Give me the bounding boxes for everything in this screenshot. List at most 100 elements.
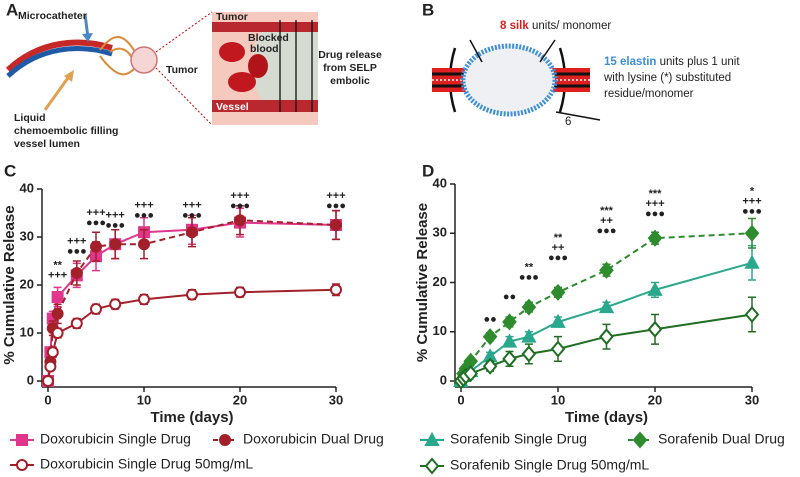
marker [647, 281, 663, 296]
marker [744, 305, 760, 324]
marker [501, 333, 518, 348]
marker [234, 214, 246, 227]
marker [647, 229, 663, 247]
legend-label: Doxorubicin Dual Drug [243, 431, 384, 447]
zoom-line [155, 11, 213, 126]
annotation: ●● [503, 291, 516, 303]
marker [16, 434, 28, 446]
annotation: ++ [552, 242, 565, 254]
pointer-arrow [43, 74, 72, 111]
annotation: +++ [182, 200, 201, 212]
label: from SELP [323, 62, 377, 74]
panel-letter: C [4, 161, 16, 180]
marker [51, 307, 64, 320]
vessel-wall [212, 100, 318, 112]
marker [46, 346, 59, 359]
annotation: +++ [86, 207, 105, 219]
annotation: ** [53, 260, 62, 272]
label: Tumor [166, 64, 198, 76]
legend-label: Sorafenib Single Drug 50mg/mL [450, 457, 649, 473]
blood-cell [219, 42, 245, 62]
y-tick-label: 0 [27, 372, 34, 387]
pointer-arrow [64, 70, 74, 82]
y-tick-label: 30 [433, 225, 447, 240]
marker [550, 340, 566, 358]
annotation: +++ [326, 190, 345, 202]
y-tick-label: 0 [440, 372, 447, 387]
marker [482, 357, 498, 375]
label: vessel lumen [14, 138, 80, 150]
x-axis-title: Time (days) [150, 409, 233, 426]
label: Vessel [216, 101, 249, 113]
marker [550, 283, 566, 301]
marker [599, 328, 614, 346]
elastin-loop [460, 43, 558, 117]
label: with lysine (*) substituted [603, 72, 731, 84]
y-tick-label: 40 [20, 180, 34, 195]
y-tick-label: 10 [20, 324, 34, 339]
annotation: +++ [230, 190, 249, 202]
y-tick-label: 30 [20, 228, 34, 243]
annotation: *** [600, 205, 614, 217]
label: Liquid [14, 112, 46, 124]
marker [502, 313, 517, 331]
panel-letter: B [422, 0, 434, 19]
annotation: +++ [645, 198, 664, 210]
x-tick-label: 10 [551, 392, 565, 407]
legend-label: Doxorubicin Single Drug [40, 431, 191, 447]
x-tick-label: 10 [137, 392, 151, 407]
label: units/ monomer [532, 20, 611, 32]
legend-label: Sorafenib Dual Drug [658, 431, 785, 447]
annotation: ++ [600, 215, 613, 227]
y-tick-label: 10 [433, 323, 447, 338]
catheter [5, 39, 113, 73]
annotation: ●●● [326, 200, 346, 212]
annotation: ●●● [519, 272, 539, 284]
legend-label: Doxorubicin Single Drug 50mg/mL [40, 456, 253, 472]
annotation: ** [525, 262, 534, 274]
marker [51, 291, 64, 303]
pointer-arrow [82, 33, 93, 42]
marker [521, 328, 537, 343]
y-tick-label: 20 [20, 276, 34, 291]
x-axis-title: Time (days) [565, 409, 648, 426]
marker [51, 327, 64, 339]
pointer [469, 39, 483, 63]
pointer [539, 39, 601, 121]
x-tick-label: 20 [233, 392, 247, 407]
blood-cell [248, 54, 268, 78]
marker [463, 365, 479, 383]
annotation: ●●● [134, 210, 154, 222]
x-tick-label: 0 [457, 392, 464, 407]
annotation: +++ [48, 270, 67, 282]
x-tick-label: 20 [648, 392, 662, 407]
marker [90, 303, 102, 315]
annotation: * [750, 185, 755, 197]
marker [138, 238, 150, 251]
y-axis-title: % Cumulative Release [414, 203, 431, 362]
marker [599, 261, 614, 279]
catheter [6, 46, 113, 78]
annotation: ●●● [105, 219, 125, 231]
legend-label: Sorafenib Single Drug [450, 431, 587, 447]
marker [42, 375, 54, 387]
annotation: ●●● [86, 217, 106, 229]
marker [109, 298, 122, 311]
label: 15 elastin units plus 1 unit [604, 56, 740, 68]
marker [502, 350, 517, 368]
label: residue/monomer [604, 88, 694, 100]
marker [744, 254, 760, 269]
y-tick-label: 40 [433, 175, 447, 190]
series-line [47, 288, 337, 382]
marker [109, 238, 122, 251]
x-tick-label: 30 [329, 392, 343, 407]
label: 8 silk [500, 20, 529, 32]
marker [330, 283, 342, 296]
panel-letter: A [6, 0, 18, 19]
embolic [262, 32, 318, 100]
marker [482, 328, 498, 346]
annotation: *** [649, 188, 663, 200]
marker [550, 313, 566, 328]
y-tick-label: 20 [433, 274, 447, 289]
